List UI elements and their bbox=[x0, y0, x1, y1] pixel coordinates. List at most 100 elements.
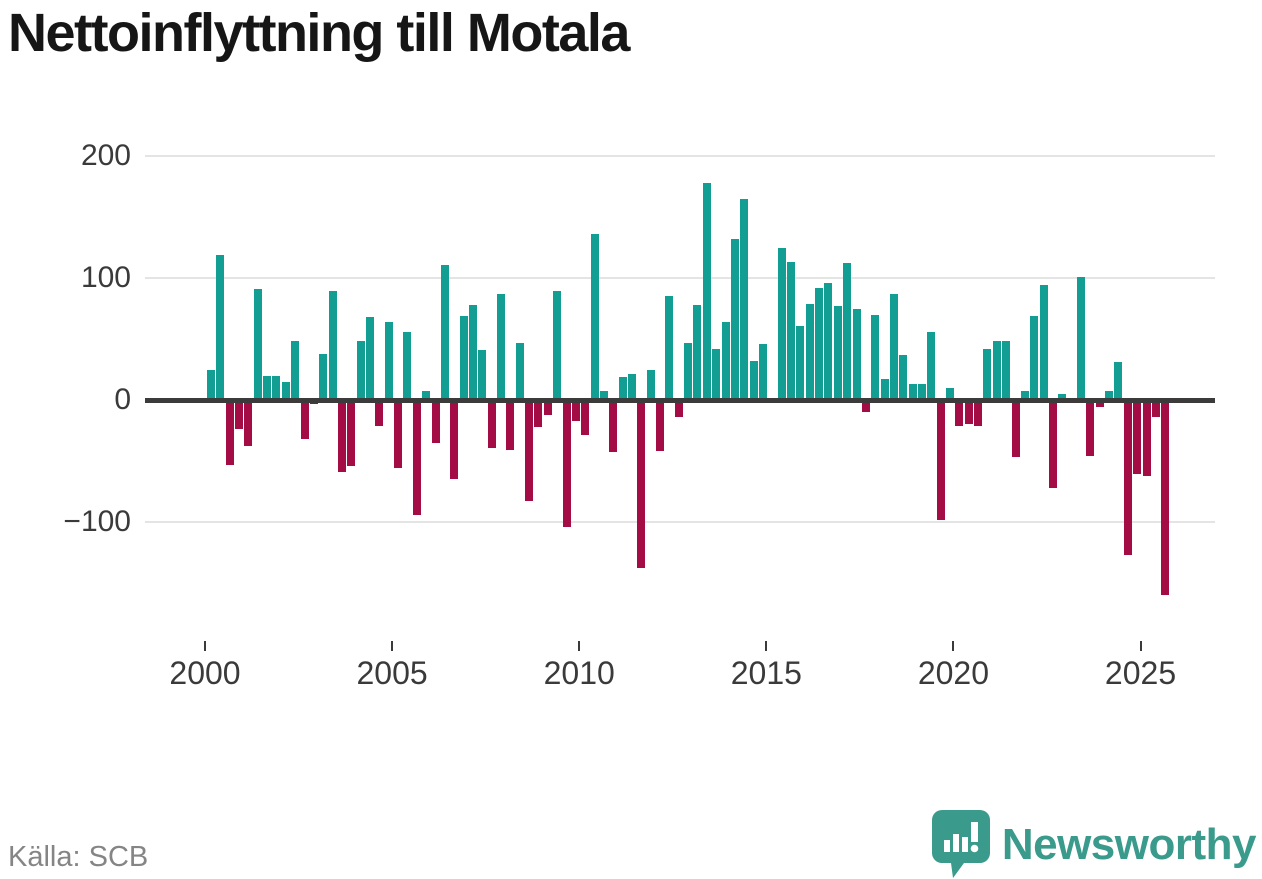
zero-baseline bbox=[145, 397, 1215, 403]
bar-2008-Q1 bbox=[506, 400, 515, 451]
bar-2022-Q4 bbox=[1058, 393, 1067, 400]
bar-2002-Q1 bbox=[281, 381, 290, 400]
bar-2020-Q2 bbox=[964, 400, 973, 425]
bar-2023-Q4 bbox=[1095, 400, 1104, 408]
bar-2017-Q4 bbox=[871, 314, 880, 400]
bar-2005-Q4 bbox=[422, 391, 431, 400]
bar-2016-Q3 bbox=[824, 282, 833, 400]
bar-2000-Q3 bbox=[225, 400, 234, 465]
x-axis-tick-mark bbox=[578, 641, 581, 651]
bar-2016-Q2 bbox=[815, 287, 824, 400]
bar-2009-Q3 bbox=[562, 400, 571, 527]
bar-2016-Q1 bbox=[805, 303, 814, 400]
x-axis-tick-label: 2010 bbox=[543, 655, 615, 691]
bar-2011-Q1 bbox=[618, 376, 627, 400]
bar-2014-Q3 bbox=[749, 360, 758, 400]
bar-2012-Q2 bbox=[665, 296, 674, 400]
bar-2006-Q3 bbox=[450, 400, 459, 480]
bar-2000-Q1 bbox=[207, 369, 215, 400]
bar-2006-Q2 bbox=[440, 264, 449, 400]
bar-2022-Q1 bbox=[1030, 315, 1039, 400]
bar-2023-Q2 bbox=[1077, 276, 1086, 400]
bar-2019-Q3 bbox=[936, 400, 945, 520]
bar-2018-Q1 bbox=[880, 379, 889, 400]
bar-2008-Q3 bbox=[525, 400, 534, 502]
bar-2004-Q2 bbox=[366, 317, 375, 400]
bar-2013-Q2 bbox=[702, 182, 711, 400]
bar-2024-Q1 bbox=[1105, 391, 1114, 400]
bar-2002-Q3 bbox=[300, 400, 309, 440]
x-axis-tick-label: 2000 bbox=[169, 655, 241, 691]
bar-2001-Q3 bbox=[263, 375, 272, 400]
bar-2004-Q4 bbox=[384, 321, 393, 400]
bar-2007-Q3 bbox=[487, 400, 496, 448]
bar-2017-Q3 bbox=[861, 400, 870, 413]
newsworthy-wordmark: Newsworthy bbox=[1001, 819, 1257, 869]
x-axis-tick-mark bbox=[765, 641, 768, 651]
bar-2013-Q4 bbox=[721, 321, 730, 400]
y-axis-tick-label: 0 bbox=[114, 383, 131, 416]
bar-2010-Q2 bbox=[590, 234, 599, 400]
bar-2018-Q3 bbox=[899, 354, 908, 400]
bar-2017-Q1 bbox=[843, 263, 852, 400]
bar-2005-Q1 bbox=[394, 400, 403, 469]
bar-2010-Q4 bbox=[609, 400, 618, 453]
bar-2007-Q2 bbox=[478, 349, 487, 400]
bar-2025-Q2 bbox=[1151, 400, 1160, 418]
bar-2010-Q3 bbox=[599, 391, 608, 400]
chart-title: Nettoinflyttning till Motala bbox=[8, 3, 630, 63]
x-axis-tick-label: 2015 bbox=[730, 655, 802, 691]
bar-2018-Q4 bbox=[908, 384, 917, 400]
bar-2013-Q3 bbox=[712, 348, 721, 400]
bar-2023-Q3 bbox=[1086, 400, 1095, 457]
bar-2004-Q1 bbox=[356, 341, 365, 400]
x-axis-tick-mark bbox=[1139, 641, 1142, 651]
bar-2009-Q2 bbox=[553, 291, 562, 400]
y-gridline bbox=[145, 155, 1215, 157]
bar-2009-Q4 bbox=[571, 400, 580, 421]
bar-2003-Q4 bbox=[347, 400, 356, 466]
y-gridline bbox=[145, 277, 1215, 279]
bar-2022-Q2 bbox=[1039, 285, 1048, 400]
bar-2020-Q3 bbox=[974, 400, 983, 426]
bar-2012-Q4 bbox=[684, 342, 693, 400]
bar-2024-Q3 bbox=[1123, 400, 1132, 555]
bar-2015-Q2 bbox=[777, 247, 786, 400]
bar-2019-Q2 bbox=[927, 331, 936, 400]
source-note: Källa: SCB bbox=[8, 841, 149, 873]
bar-2014-Q4 bbox=[758, 343, 767, 400]
y-axis-tick-label: −100 bbox=[63, 505, 131, 538]
bar-2001-Q2 bbox=[253, 288, 262, 400]
bar-2003-Q2 bbox=[328, 291, 337, 400]
bar-2021-Q3 bbox=[1011, 400, 1020, 458]
bar-2013-Q1 bbox=[693, 304, 702, 400]
bar-2012-Q1 bbox=[656, 400, 665, 452]
bar-2011-Q3 bbox=[637, 400, 646, 569]
bar-2012-Q3 bbox=[674, 400, 683, 418]
bar-2017-Q2 bbox=[852, 308, 861, 400]
bar-2006-Q1 bbox=[431, 400, 440, 443]
bar-2025-Q1 bbox=[1142, 400, 1151, 476]
bar-2020-Q1 bbox=[955, 400, 964, 426]
bar-2004-Q3 bbox=[375, 400, 384, 426]
x-axis-tick-label: 2005 bbox=[356, 655, 428, 691]
newsworthy-brand-link[interactable]: Newsworthy bbox=[931, 810, 1257, 879]
bar-2024-Q2 bbox=[1114, 362, 1123, 400]
bar-2000-Q2 bbox=[216, 254, 225, 400]
bar-2008-Q2 bbox=[515, 342, 524, 400]
x-axis-tick-mark bbox=[391, 641, 394, 651]
y-axis-tick-label: 100 bbox=[80, 261, 131, 294]
bar-2020-Q4 bbox=[983, 348, 992, 400]
bar-2021-Q4 bbox=[1020, 391, 1029, 400]
bar-2019-Q1 bbox=[918, 384, 926, 400]
bar-2011-Q2 bbox=[627, 374, 636, 400]
x-axis-tick-mark bbox=[952, 641, 955, 651]
bar-2000-Q4 bbox=[235, 400, 244, 430]
bar-2018-Q2 bbox=[889, 293, 898, 400]
bar-2025-Q3 bbox=[1161, 400, 1170, 596]
bar-2011-Q4 bbox=[646, 369, 655, 400]
bar-2015-Q4 bbox=[796, 325, 805, 400]
bar-2010-Q1 bbox=[581, 400, 590, 436]
bar-2021-Q2 bbox=[1002, 341, 1011, 400]
